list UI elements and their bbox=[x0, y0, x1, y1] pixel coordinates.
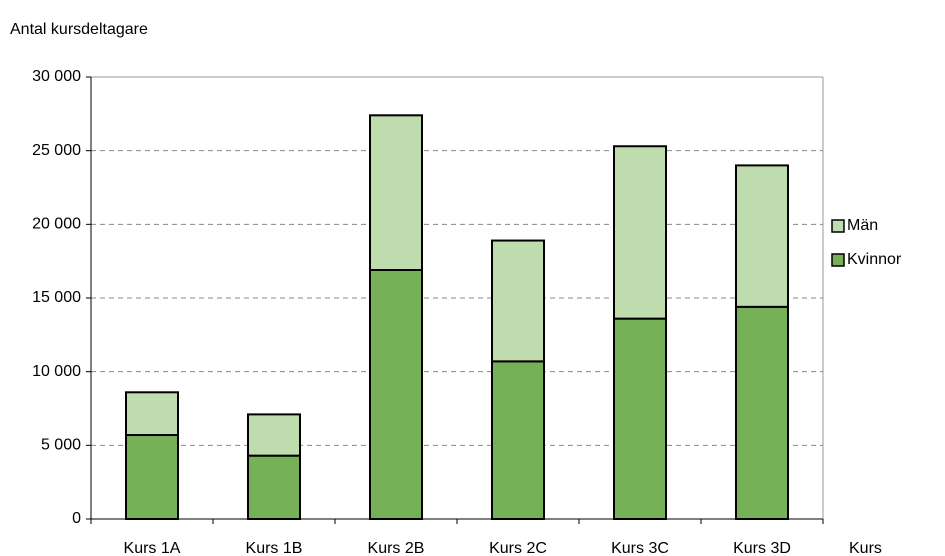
bar-segment bbox=[125, 391, 179, 437]
x-tick-label: Kurs 1B bbox=[246, 540, 303, 556]
x-tick-label: Kurs 3D bbox=[733, 540, 791, 556]
y-tick-label: 10 000 bbox=[32, 363, 81, 380]
y-tick-label: 20 000 bbox=[32, 216, 81, 233]
legend-label: Män bbox=[847, 217, 878, 234]
bar-segment bbox=[735, 305, 789, 520]
bar-segment bbox=[247, 454, 301, 520]
x-tick-label: Kurs 3C bbox=[611, 540, 669, 556]
y-tick-label: 30 000 bbox=[32, 68, 81, 85]
y-tick-label: 15 000 bbox=[32, 289, 81, 306]
bar-segment bbox=[735, 164, 789, 308]
bar-segment bbox=[247, 413, 301, 457]
x-tick-label: Kurs 2C bbox=[489, 540, 547, 556]
bar-segment bbox=[613, 145, 667, 320]
x-tick-label: Kurs 1A bbox=[124, 540, 181, 556]
bar-segment bbox=[369, 114, 423, 272]
bar-segment bbox=[369, 269, 423, 520]
legend-swatch bbox=[831, 219, 845, 233]
y-tick-label: 25 000 bbox=[32, 142, 81, 159]
x-tick-label: Kurs 2B bbox=[368, 540, 425, 556]
legend-swatch bbox=[831, 253, 845, 267]
bar-segment bbox=[491, 360, 545, 520]
x-axis-title: Kurs bbox=[849, 540, 882, 556]
bar-segment bbox=[491, 239, 545, 363]
bar-segment bbox=[125, 434, 179, 520]
y-axis-title: Antal kursdeltagare bbox=[10, 21, 148, 38]
y-tick-label: 0 bbox=[72, 510, 81, 527]
legend-label: Kvinnor bbox=[847, 251, 902, 268]
bar-segment bbox=[613, 317, 667, 521]
y-tick-label: 5 000 bbox=[41, 437, 81, 454]
